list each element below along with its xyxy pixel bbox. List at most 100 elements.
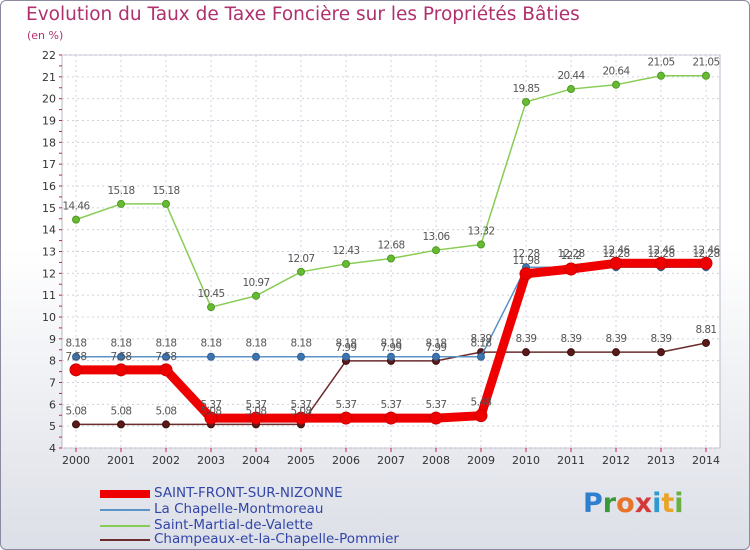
- y-tick-label: 22: [42, 49, 56, 62]
- data-point-saint-front: [204, 411, 218, 425]
- x-tick-label: 2006: [332, 454, 360, 467]
- data-label-saint-front: 7.58: [66, 351, 87, 363]
- data-point-la-chapelle: [207, 352, 215, 361]
- x-tick-label: 2012: [602, 454, 630, 467]
- data-point-saint-martial: [657, 71, 665, 80]
- data-label-champeaux: 5.08: [291, 405, 312, 417]
- data-label-la-chapelle: 8.18: [66, 338, 87, 350]
- y-tick-label: 11: [42, 289, 56, 302]
- data-label-saint-martial: 14.46: [62, 201, 90, 213]
- y-tick-label: 4: [49, 442, 56, 455]
- data-point-saint-front: [519, 267, 533, 281]
- data-label-champeaux: 7.99: [426, 342, 447, 354]
- x-tick-label: 2001: [107, 454, 135, 467]
- data-point-la-chapelle: [297, 352, 305, 361]
- data-label-saint-martial: 13.32: [467, 226, 494, 238]
- y-unit-label: (en %): [27, 29, 64, 42]
- data-point-saint-front: [474, 409, 488, 423]
- legend-label-champeaux: Champeaux-et-la-Chapelle-Pommier: [154, 531, 399, 547]
- data-point-saint-martial: [432, 246, 440, 255]
- data-label-saint-martial: 12.07: [287, 253, 314, 265]
- data-point-saint-martial: [252, 291, 260, 300]
- data-label-saint-front: 12.46: [602, 244, 630, 256]
- data-label-saint-martial: 21.05: [647, 57, 674, 69]
- data-label-saint-martial: 10.97: [242, 277, 269, 289]
- data-point-champeaux: [612, 348, 620, 357]
- data-point-saint-martial: [72, 215, 80, 224]
- x-tick-label: 2000: [62, 454, 90, 467]
- data-label-champeaux: 8.39: [651, 333, 672, 345]
- data-label-saint-front: 5.37: [426, 399, 447, 411]
- data-point-la-chapelle: [117, 352, 125, 361]
- data-point-saint-front: [564, 262, 578, 276]
- y-tick-label: 5: [49, 420, 56, 433]
- data-point-champeaux: [567, 348, 575, 357]
- data-point-saint-martial: [297, 267, 305, 276]
- data-label-saint-martial: 19.85: [512, 83, 539, 95]
- data-label-la-chapelle: 8.18: [381, 338, 402, 350]
- chart-title: Evolution du Taux de Taxe Foncière sur l…: [26, 4, 580, 25]
- data-point-champeaux: [72, 420, 80, 429]
- data-point-saint-martial: [117, 199, 125, 208]
- data-point-saint-martial: [387, 254, 395, 263]
- data-label-saint-martial: 10.45: [197, 288, 224, 300]
- logo-letter: t: [661, 488, 675, 519]
- x-tick-label: 2004: [242, 454, 270, 467]
- proxiti-logo: Proxiti: [583, 488, 684, 519]
- data-point-champeaux: [162, 420, 170, 429]
- data-point-saint-front: [654, 256, 668, 270]
- data-point-saint-front: [114, 363, 128, 377]
- data-label-saint-martial: 15.18: [107, 185, 134, 197]
- data-point-saint-front: [339, 411, 353, 425]
- data-label-la-chapelle: 8.18: [426, 338, 447, 350]
- y-tick-label: 19: [42, 115, 56, 128]
- x-tick-label: 2005: [287, 454, 315, 467]
- data-point-saint-front: [69, 363, 83, 377]
- y-tick-label: 17: [42, 158, 56, 171]
- data-label-champeaux: 5.08: [66, 405, 87, 417]
- data-label-saint-front: 5.37: [336, 399, 357, 411]
- data-label-la-chapelle: 8.18: [201, 338, 222, 350]
- data-label-la-chapelle: 12.28: [692, 248, 719, 260]
- data-label-saint-front: 5.37: [201, 399, 222, 411]
- data-point-la-chapelle: [162, 352, 170, 361]
- data-point-la-chapelle: [432, 352, 440, 361]
- data-label-saint-front: 12.46: [647, 244, 675, 256]
- data-label-champeaux: 5.08: [246, 405, 267, 417]
- data-point-la-chapelle: [342, 352, 350, 361]
- data-point-saint-martial: [162, 199, 170, 208]
- y-tick-label: 14: [42, 224, 56, 237]
- data-label-la-chapelle: 8.18: [291, 338, 312, 350]
- logo-letter: x: [634, 488, 653, 519]
- y-tick-label: 8: [49, 355, 56, 368]
- data-label-champeaux: 7.99: [336, 342, 357, 354]
- y-tick-label: 21: [42, 71, 56, 84]
- data-point-la-chapelle: [72, 352, 80, 361]
- data-label-la-chapelle: 8.18: [246, 338, 267, 350]
- data-point-champeaux: [522, 348, 530, 357]
- data-point-saint-martial: [207, 303, 215, 312]
- legend-swatch-saint-martial: [100, 525, 150, 527]
- data-point-champeaux: [657, 348, 665, 357]
- data-label-saint-martial: 15.18: [152, 185, 179, 197]
- data-label-la-chapelle: 8.18: [471, 338, 492, 350]
- legend-swatch-saint-front: [100, 490, 150, 498]
- legend-swatch-champeaux: [100, 539, 150, 541]
- data-point-saint-martial: [612, 80, 620, 89]
- y-tick-label: 10: [42, 311, 56, 324]
- data-label-champeaux: 8.81: [696, 324, 717, 336]
- data-label-saint-front: 11.98: [512, 255, 539, 267]
- data-label-saint-martial: 12.68: [377, 239, 404, 251]
- y-tick-label: 7: [49, 377, 56, 390]
- x-tick-label: 2007: [377, 454, 405, 467]
- data-point-la-chapelle: [387, 352, 395, 361]
- data-label-champeaux: 5.08: [111, 405, 132, 417]
- data-point-saint-martial: [702, 71, 710, 80]
- data-point-la-chapelle: [477, 352, 485, 361]
- x-tick-label: 2002: [152, 454, 180, 467]
- y-tick-label: 16: [42, 180, 56, 193]
- data-label-champeaux: 5.08: [156, 405, 177, 417]
- data-point-saint-martial: [477, 240, 485, 249]
- data-label-saint-front: 7.58: [156, 351, 177, 363]
